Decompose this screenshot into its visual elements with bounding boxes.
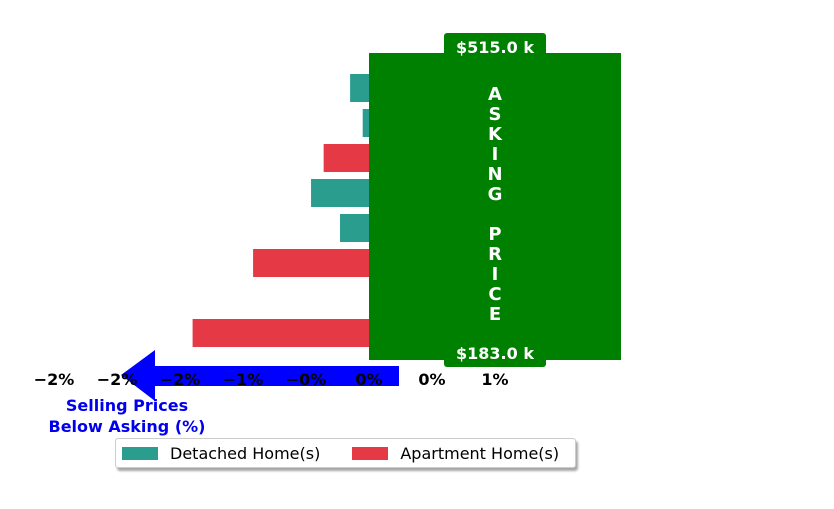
asking-price-letter: R: [488, 244, 502, 265]
x-tick-label: 1%: [481, 370, 508, 389]
x-tick-label: 0%: [355, 370, 382, 389]
asking-price-letter: G: [488, 184, 503, 205]
legend-item-detached: Detached Home(s): [122, 444, 320, 463]
arrow-label-line1: Selling Prices: [66, 396, 188, 415]
asking-price-letter: A: [488, 84, 502, 105]
bottom-price-badge: $183.0 k: [444, 339, 546, 367]
top-price-badge-text: $515.0 k: [456, 38, 534, 57]
top-price-badge: $515.0 k: [444, 33, 546, 61]
legend-label-detached: Detached Home(s): [170, 443, 321, 463]
x-axis-ticks: −2% −2% −2% −1% −0% 0% 0% 1%: [34, 370, 509, 389]
bottom-price-badge-bg: [444, 339, 546, 367]
asking-price-letter: C: [488, 284, 501, 305]
bar-6: [253, 249, 369, 277]
asking-price-letter: N: [487, 164, 502, 185]
asking-price-letter: I: [492, 264, 499, 285]
legend-item-apartment: Apartment Home(s): [352, 444, 559, 463]
bar-2: [362, 109, 369, 137]
asking-price-letter: I: [492, 144, 499, 165]
x-tick-label: −2%: [34, 370, 75, 389]
bar-8: [192, 319, 369, 347]
legend: Detached Home(s) Apartment Home(s): [115, 438, 576, 468]
asking-price-box: [369, 53, 621, 360]
x-tick-label: −0%: [286, 370, 327, 389]
legend-label-apartment: Apartment Home(s): [400, 443, 560, 463]
bar-4: [311, 179, 369, 207]
arrow-label-line2: Below Asking (%): [49, 417, 206, 436]
bottom-price-badge-text: $183.0 k: [456, 344, 534, 363]
asking-price-letter: P: [488, 224, 501, 245]
x-tick-label: −2%: [160, 370, 201, 389]
below-asking-arrow: [121, 350, 399, 401]
x-tick-label: −1%: [223, 370, 264, 389]
arrow-layer: Selling Prices Below Asking (%): [49, 350, 399, 436]
x-tick-label: 0%: [418, 370, 445, 389]
asking-price-letter: S: [489, 104, 502, 125]
asking-price-letter: K: [488, 124, 503, 145]
bar-5: [340, 214, 369, 242]
x-tick-label: −2%: [97, 370, 138, 389]
top-price-badge-bg: [444, 33, 546, 61]
bar-3: [323, 144, 369, 172]
legend-swatch-detached: [122, 446, 158, 460]
asking-price-letter: E: [489, 304, 501, 325]
bar-1: [350, 74, 369, 102]
legend-swatch-apartment: [352, 446, 389, 460]
